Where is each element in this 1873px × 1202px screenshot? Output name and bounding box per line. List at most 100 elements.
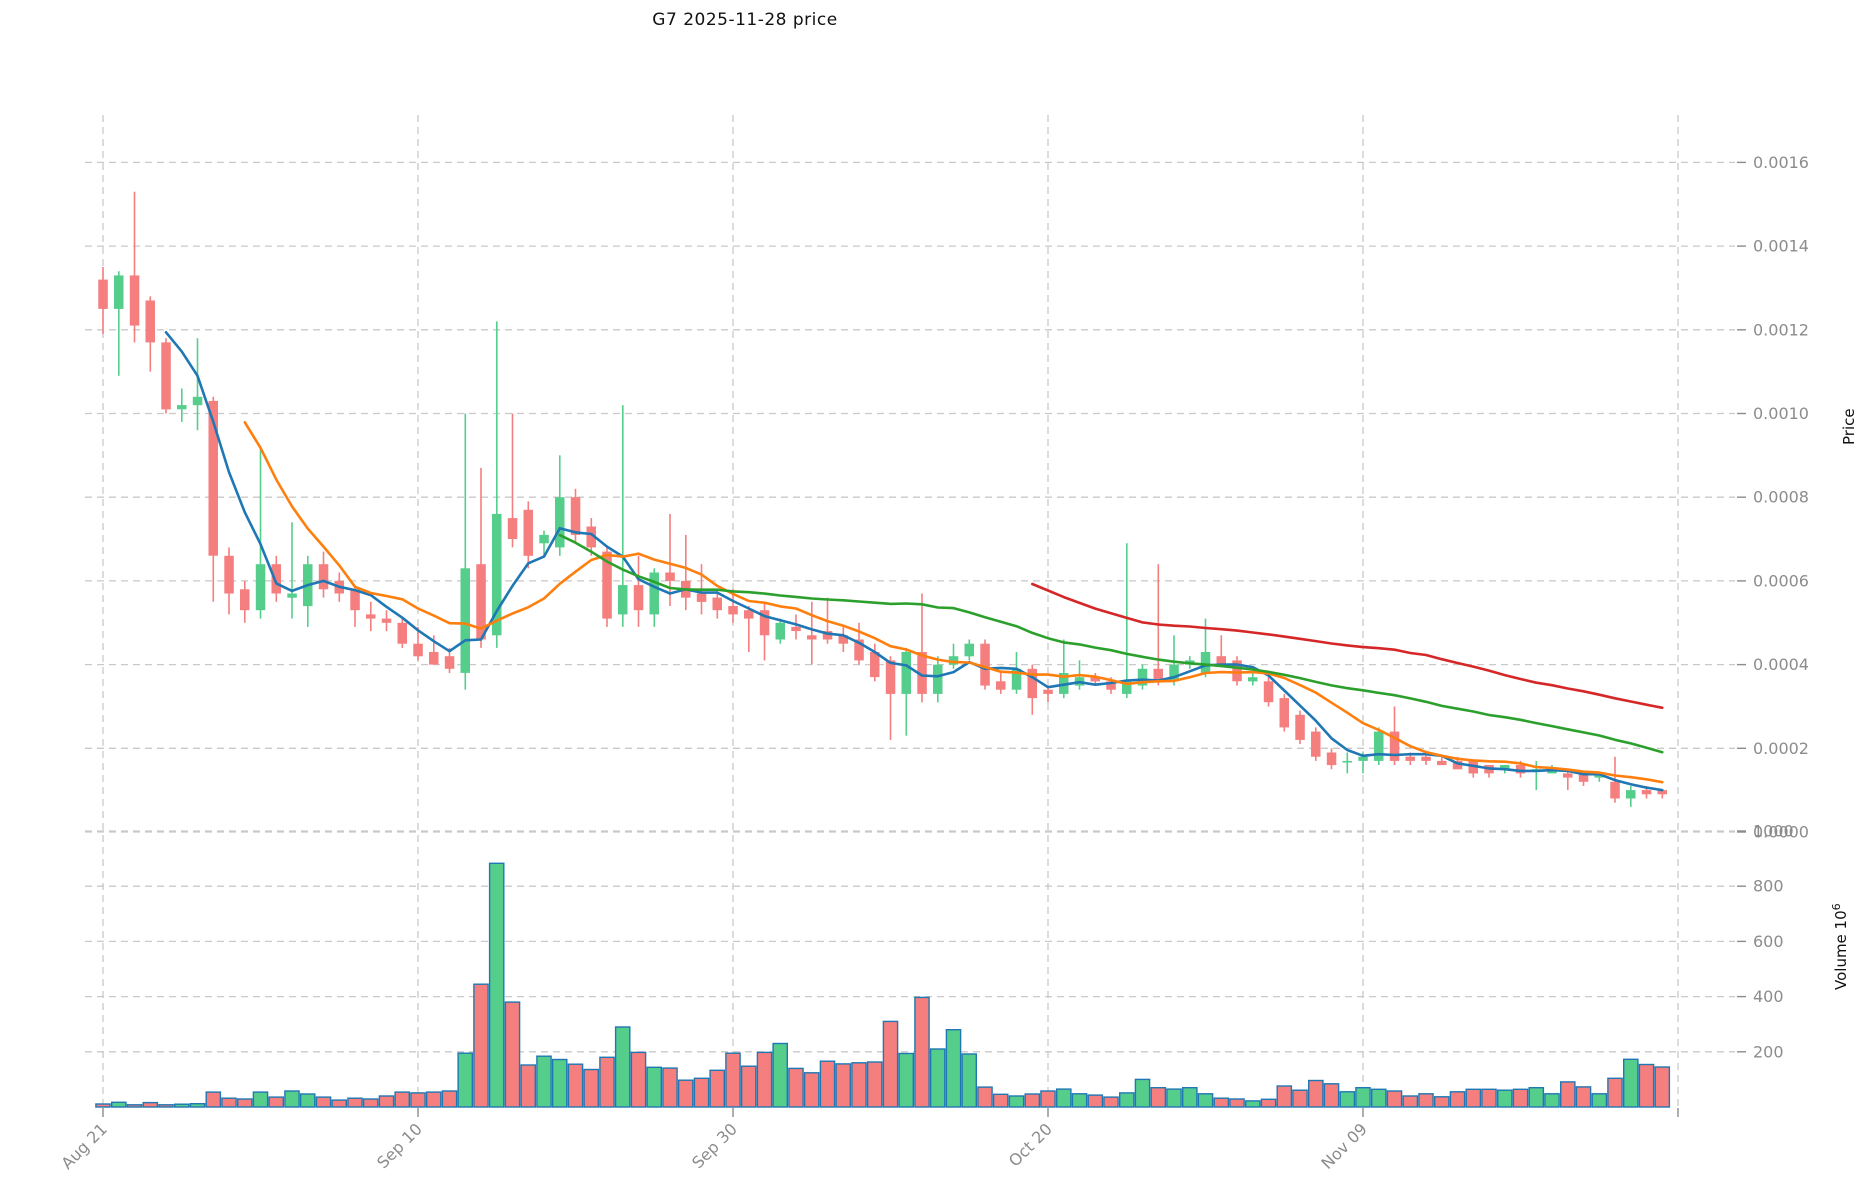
candle-body <box>1232 660 1242 682</box>
volume-bar <box>252 1091 269 1108</box>
volume-tick-label: 600 <box>1753 932 1784 951</box>
candle-body <box>1311 731 1321 757</box>
candle-body <box>208 400 218 556</box>
volume-bar <box>457 1052 474 1108</box>
candle-body <box>1437 760 1447 766</box>
volume-bar <box>1370 1088 1387 1108</box>
candle-body <box>1358 756 1368 761</box>
price-tick-label: 0.0006 <box>1753 571 1809 590</box>
candle-body <box>1342 760 1352 763</box>
candle-body <box>1122 681 1132 694</box>
candle-body <box>1137 668 1148 686</box>
volume-bar <box>1260 1098 1277 1108</box>
volume-bar <box>284 1090 300 1108</box>
volume-bar <box>677 1079 694 1108</box>
volume-bar <box>441 1090 458 1108</box>
volume-bar <box>1591 1093 1608 1108</box>
candle-body <box>1106 681 1116 690</box>
candle-body <box>838 635 848 644</box>
volume-bar <box>1040 1090 1056 1108</box>
candle-body <box>1421 756 1431 761</box>
candle-body <box>1610 781 1620 799</box>
candle-body <box>539 534 549 544</box>
candle-body <box>1641 790 1652 795</box>
volume-bar <box>1496 1089 1513 1108</box>
volume-bar <box>1181 1086 1198 1108</box>
candle-body <box>240 589 250 611</box>
volume-bar <box>1166 1088 1182 1108</box>
candle-body <box>1153 668 1163 682</box>
ma-line-10 <box>243 420 1664 784</box>
volume-bar <box>158 1104 174 1108</box>
candle-body <box>712 597 722 611</box>
volume-bar <box>236 1098 253 1108</box>
candle-body <box>1500 765 1510 770</box>
volume-bar <box>1276 1085 1293 1108</box>
volume-bar <box>520 1064 536 1108</box>
candle-body <box>901 652 911 694</box>
volume-bar <box>961 1053 977 1108</box>
candle-body <box>602 551 612 619</box>
date-tick-label: Nov 09 <box>1317 1119 1371 1173</box>
candle-body <box>271 564 281 594</box>
volume-bar <box>929 1048 946 1108</box>
candle-body <box>1279 698 1289 728</box>
candle-body <box>1043 689 1053 694</box>
candle-body <box>1295 714 1305 740</box>
volume-bar <box>1229 1098 1245 1108</box>
candle-body <box>728 606 738 615</box>
candle-body <box>1200 652 1211 673</box>
volume-bar <box>1008 1095 1025 1108</box>
volume-bar <box>819 1060 836 1108</box>
candle-body <box>791 626 801 632</box>
candle-body <box>1326 752 1337 766</box>
volume-bar <box>95 1103 111 1108</box>
candle-body <box>350 589 360 611</box>
volume-bar <box>646 1066 662 1108</box>
volume-bar <box>835 1063 851 1108</box>
candle-body <box>933 664 943 694</box>
price-tick-label: 0.0000 <box>1753 823 1809 842</box>
date-tick-label: Sep 10 <box>373 1119 426 1172</box>
price-tick-label: 0.0012 <box>1753 320 1809 339</box>
candle-body <box>507 518 518 539</box>
candle-body <box>885 660 896 694</box>
candle-body <box>917 652 927 694</box>
volume-bar <box>142 1101 159 1108</box>
candle-body <box>1169 664 1179 682</box>
volume-bar <box>1402 1095 1419 1108</box>
price-tick-label: 0.0014 <box>1753 237 1809 256</box>
date-tick-label: Sep 30 <box>688 1119 741 1172</box>
candle-body <box>444 656 455 669</box>
ma-line-30 <box>558 533 1664 754</box>
candle-body <box>696 593 707 602</box>
candle-body <box>287 593 297 598</box>
volume-bar <box>898 1052 914 1108</box>
volume-bar <box>599 1056 615 1108</box>
price-tick-label: 0.0002 <box>1753 739 1809 758</box>
volume-bar <box>1307 1079 1324 1108</box>
candle-body <box>397 622 407 644</box>
candle-body <box>870 652 880 678</box>
volume-bar <box>772 1042 788 1108</box>
candle-body <box>366 614 376 619</box>
volume-bar <box>315 1096 332 1108</box>
volume-bar <box>1512 1088 1529 1108</box>
volume-bar <box>394 1091 411 1108</box>
candle-body <box>476 564 486 640</box>
volume-exponent: 6 <box>1830 903 1843 911</box>
candle-body <box>145 300 155 343</box>
candle-body <box>161 342 171 410</box>
candle-body <box>1405 756 1415 761</box>
candle-body <box>1011 668 1022 690</box>
candle-body <box>381 618 392 623</box>
candle-body <box>822 631 833 640</box>
volume-bar <box>1433 1096 1450 1108</box>
volume-tick-label: 400 <box>1753 987 1784 1006</box>
candle-body <box>555 497 565 548</box>
volume-bar <box>1544 1093 1560 1108</box>
volume-bar <box>378 1095 395 1108</box>
volume-bar <box>1244 1100 1261 1108</box>
candle-body <box>429 652 439 665</box>
